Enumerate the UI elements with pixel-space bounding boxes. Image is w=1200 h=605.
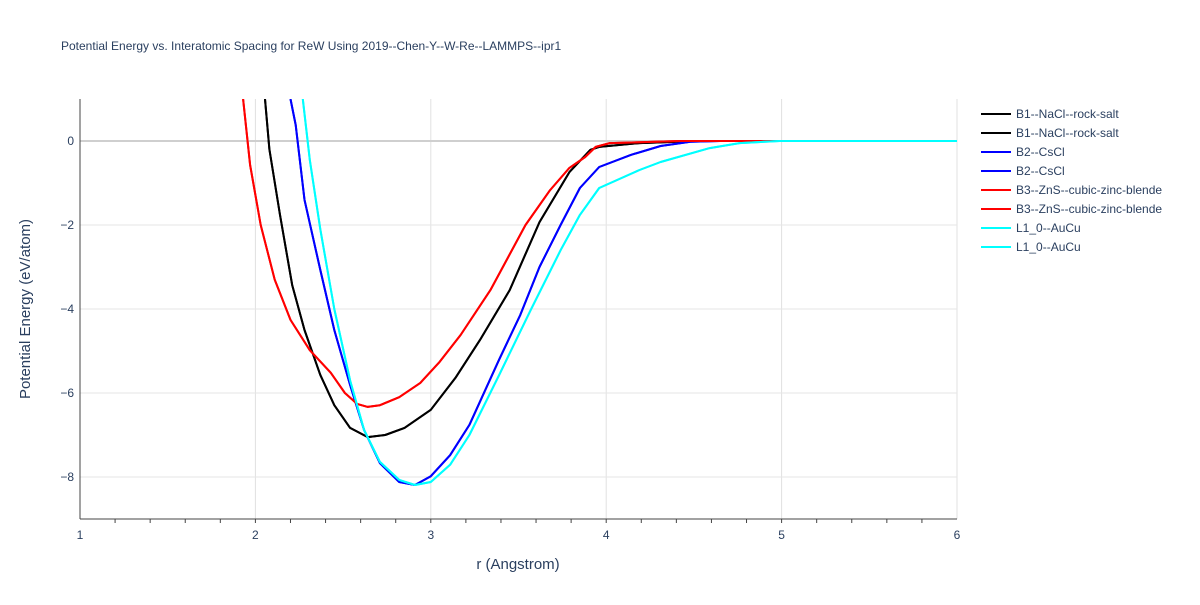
legend-item: B3--ZnS--cubic-zinc-blende xyxy=(1016,183,1162,197)
y-tick-label: −8 xyxy=(60,470,74,484)
series-line-0 xyxy=(264,99,957,439)
y-tick-label: −2 xyxy=(60,218,74,232)
x-tick-label: 2 xyxy=(252,528,259,542)
y-tick-label: −6 xyxy=(60,386,74,400)
x-tick-label: 6 xyxy=(954,528,961,542)
legend-item: B2--CsCl xyxy=(1016,164,1065,178)
series-line-5 xyxy=(242,99,957,408)
x-tick-label: 3 xyxy=(427,528,434,542)
x-tick-label: 1 xyxy=(77,528,84,542)
series-line-3 xyxy=(289,99,957,486)
series-line-7 xyxy=(301,99,957,486)
x-tick-label: 5 xyxy=(778,528,785,542)
series-line-6 xyxy=(301,99,957,486)
y-tick-label: −4 xyxy=(60,302,74,316)
y-axis-label: Potential Energy (eV/atom) xyxy=(17,219,34,399)
legend-item: B3--ZnS--cubic-zinc-blende xyxy=(1016,202,1162,216)
legend-item: B2--CsCl xyxy=(1016,145,1065,159)
series-line-1 xyxy=(264,99,957,439)
chart-title: Potential Energy vs. Interatomic Spacing… xyxy=(61,39,562,53)
legend-item: L1_0--AuCu xyxy=(1016,221,1081,235)
x-tick-label: 4 xyxy=(603,528,610,542)
x-axis-label: r (Angstrom) xyxy=(476,556,559,573)
legend-item: B1--NaCl--rock-salt xyxy=(1016,107,1119,121)
legend-item: B1--NaCl--rock-salt xyxy=(1016,126,1119,140)
legend-item: L1_0--AuCu xyxy=(1016,240,1081,254)
y-tick-label: 0 xyxy=(67,134,74,148)
